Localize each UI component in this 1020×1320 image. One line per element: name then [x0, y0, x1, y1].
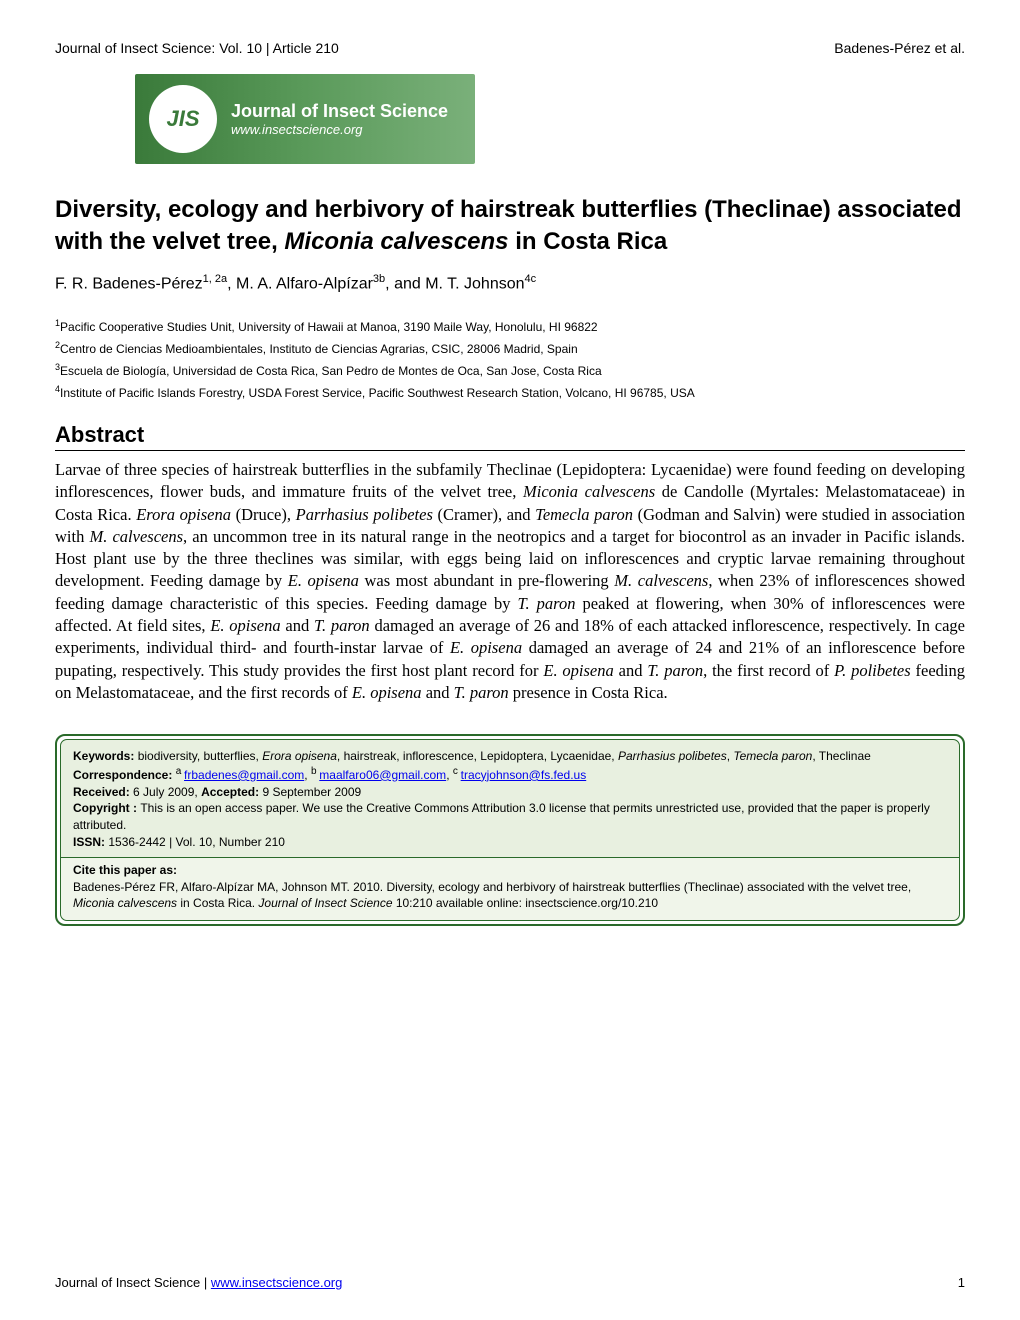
journal-banner: JIS Journal of Insect Science www.insect…: [135, 74, 475, 164]
abstract-species: Temecla paron: [535, 505, 633, 524]
keywords-text: , hairstreak, inflorescence, Lepidoptera…: [337, 749, 618, 763]
page-footer: Journal of Insect Science | www.insectsc…: [55, 1275, 965, 1290]
abstract-text: presence in Costa Rica.: [509, 683, 668, 702]
abstract-species: E. opisena: [288, 571, 359, 590]
keywords-line: Keywords: biodiversity, butterflies, Ero…: [73, 748, 947, 765]
abstract-text: was most abundant in pre-flowering: [359, 571, 614, 590]
article-title: Diversity, ecology and herbivory of hair…: [55, 194, 965, 259]
email-link-b[interactable]: maalfaro06@gmail.com: [319, 768, 446, 782]
abstract-species: Erora opisena: [136, 505, 231, 524]
abstract-text: and: [281, 616, 314, 635]
accepted-label: Accepted:: [201, 785, 262, 799]
authors-line: F. R. Badenes-Pérez1, 2a, M. A. Alfaro-A…: [55, 273, 965, 293]
keywords-species: Parrhasius polibetes: [618, 749, 727, 763]
email-link-a[interactable]: frbadenes@gmail.com: [184, 768, 304, 782]
abstract-text: and: [614, 661, 648, 680]
keywords-text: , Theclinae: [812, 749, 870, 763]
affiliation-3: 3Escuela de Biología, Universidad de Cos…: [55, 361, 965, 380]
author-2: M. A. Alfaro-Alpízar: [236, 275, 373, 292]
keywords-species: Erora opisena: [262, 749, 337, 763]
footer-left: Journal of Insect Science | www.insectsc…: [55, 1275, 342, 1290]
keywords-label: Keywords:: [73, 749, 138, 763]
corr-sup: a: [176, 766, 184, 777]
abstract-text: (Druce),: [231, 505, 296, 524]
abstract-species: T. paron: [454, 683, 509, 702]
running-header: Journal of Insect Science: Vol. 10 | Art…: [55, 40, 965, 56]
cite-text: 10:210 available online: insectscience.o…: [393, 896, 659, 910]
header-right: Badenes-Pérez et al.: [834, 40, 965, 56]
page-number: 1: [958, 1275, 965, 1290]
cite-text: in Costa Rica.: [177, 896, 258, 910]
metadata-inner: Keywords: biodiversity, butterflies, Ero…: [60, 739, 960, 921]
aff-text: Escuela de Biología, Universidad de Cost…: [60, 364, 602, 378]
dates-line: Received: 6 July 2009, Accepted: 9 Septe…: [73, 784, 947, 801]
corr-sup: c: [453, 766, 461, 777]
abstract-species: T. paron: [518, 594, 576, 613]
abstract-species: T. paron: [647, 661, 703, 680]
abstract-species: T. paron: [314, 616, 370, 635]
author-1: F. R. Badenes-Pérez: [55, 275, 203, 292]
author-1-sup: 1, 2a: [203, 273, 227, 285]
abstract-species: E. opisena: [543, 661, 613, 680]
issn-label: ISSN:: [73, 835, 108, 849]
sep: ,: [446, 768, 453, 782]
footer-link[interactable]: www.insectscience.org: [211, 1275, 343, 1290]
metadata-box: Keywords: biodiversity, butterflies, Ero…: [55, 734, 965, 926]
accepted-date: 9 September 2009: [262, 785, 361, 799]
author-sep: ,: [227, 275, 236, 292]
abstract-species: P. polibetes: [834, 661, 911, 680]
header-left: Journal of Insect Science: Vol. 10 | Art…: [55, 40, 339, 56]
banner-title: Journal of Insect Science: [231, 101, 448, 122]
copyright-line: Copyright : This is an open access paper…: [73, 800, 947, 834]
title-suffix: in Costa Rica: [509, 228, 668, 255]
footer-journal: Journal of Insect Science |: [55, 1275, 211, 1290]
keywords-species: Temecla paron: [733, 749, 812, 763]
abstract-species: E. opisena: [210, 616, 280, 635]
sep: ,: [304, 768, 311, 782]
correspondence-label: Correspondence:: [73, 768, 176, 782]
received-date: 6 July 2009,: [133, 785, 201, 799]
author-sep: , and: [385, 275, 425, 292]
abstract-text: (Cramer), and: [433, 505, 535, 524]
affiliation-4: 4Institute of Pacific Islands Forestry, …: [55, 383, 965, 402]
received-label: Received:: [73, 785, 133, 799]
title-species: Miconia calvescens: [284, 228, 508, 255]
cite-label: Cite this paper as:: [73, 862, 947, 879]
affiliation-1: 1Pacific Cooperative Studies Unit, Unive…: [55, 317, 965, 336]
author-3-sup: 4c: [525, 273, 537, 285]
abstract-body: Larvae of three species of hairstreak bu…: [55, 459, 965, 704]
cite-species: Miconia calvescens: [73, 896, 177, 910]
author-2-sup: 3b: [373, 273, 385, 285]
aff-text: Centro de Ciencias Medioambientales, Ins…: [60, 342, 578, 356]
affiliation-2: 2Centro de Ciencias Medioambientales, In…: [55, 339, 965, 358]
copyright-label: Copyright :: [73, 801, 140, 815]
abstract-species: E. opisena: [352, 683, 422, 702]
affiliations: 1Pacific Cooperative Studies Unit, Unive…: [55, 317, 965, 402]
abstract-species: Miconia calvescens: [523, 482, 655, 501]
aff-text: Institute of Pacific Islands Forestry, U…: [60, 386, 695, 400]
banner-url: www.insectscience.org: [231, 122, 448, 137]
abstract-text: and: [422, 683, 454, 702]
correspondence-line: Correspondence: a frbadenes@gmail.com, b…: [73, 765, 947, 784]
abstract-species: E. opisena: [450, 638, 522, 657]
author-3: M. T. Johnson: [425, 275, 524, 292]
keywords-text: biodiversity, butterflies,: [138, 749, 263, 763]
abstract-species: M. calvescens: [614, 571, 708, 590]
citation-text: Badenes-Pérez FR, Alfaro-Alpízar MA, Joh…: [73, 879, 947, 913]
abstract-species: Parrhasius polibetes: [296, 505, 433, 524]
issn-text: 1536-2442 | Vol. 10, Number 210: [108, 835, 285, 849]
copyright-text: This is an open access paper. We use the…: [73, 801, 930, 832]
cite-box: Cite this paper as: Badenes-Pérez FR, Al…: [61, 857, 959, 920]
cite-text: Badenes-Pérez FR, Alfaro-Alpízar MA, Joh…: [73, 880, 911, 894]
email-link-c[interactable]: tracyjohnson@fs.fed.us: [461, 768, 587, 782]
aff-text: Pacific Cooperative Studies Unit, Univer…: [60, 320, 598, 334]
journal-logo-icon: JIS: [149, 85, 217, 153]
abstract-species: M. calvescens: [89, 527, 183, 546]
abstract-heading: Abstract: [55, 422, 965, 451]
issn-line: ISSN: 1536-2442 | Vol. 10, Number 210: [73, 834, 947, 851]
cite-journal: Journal of Insect Science: [258, 896, 392, 910]
banner-text: Journal of Insect Science www.insectscie…: [231, 101, 448, 137]
abstract-text: , the first record of: [703, 661, 834, 680]
